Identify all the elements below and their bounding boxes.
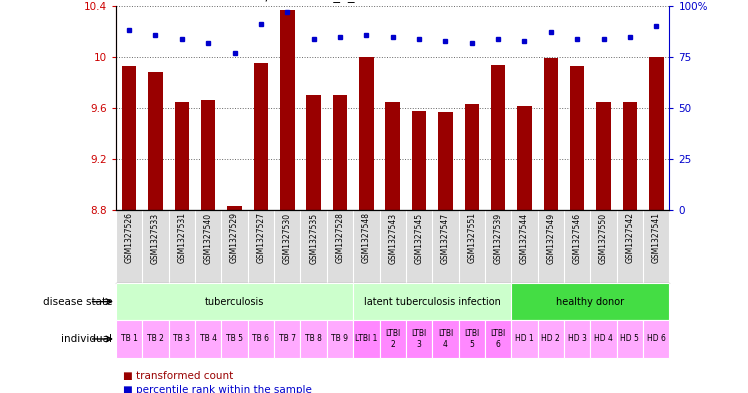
Bar — [142, 320, 168, 358]
Bar — [379, 320, 406, 358]
Bar — [227, 206, 242, 210]
Text: GSM1327540: GSM1327540 — [203, 213, 212, 264]
Text: healthy donor: healthy donor — [557, 297, 625, 307]
Bar — [485, 320, 512, 358]
Text: HD 4: HD 4 — [594, 334, 613, 343]
Text: GSM1327546: GSM1327546 — [573, 213, 582, 264]
Text: LTBI
2: LTBI 2 — [385, 329, 400, 349]
Text: tuberculosis: tuberculosis — [205, 297, 264, 307]
Bar — [201, 101, 215, 210]
Text: latent tuberculosis infection: latent tuberculosis infection — [364, 297, 500, 307]
Bar — [538, 320, 564, 358]
Text: HD 6: HD 6 — [647, 334, 666, 343]
Text: GSM1327526: GSM1327526 — [125, 213, 134, 263]
Bar — [512, 283, 669, 320]
Text: GSM1327551: GSM1327551 — [468, 213, 476, 263]
Bar — [116, 283, 353, 320]
Bar — [438, 112, 453, 210]
Bar — [570, 66, 584, 210]
Text: TB 4: TB 4 — [200, 334, 217, 343]
Bar — [517, 106, 532, 210]
Text: individual: individual — [61, 334, 112, 344]
Bar — [459, 320, 485, 358]
Text: HD 2: HD 2 — [542, 334, 560, 343]
Text: GSM1327527: GSM1327527 — [257, 213, 266, 263]
Text: TB 2: TB 2 — [147, 334, 164, 343]
Bar — [643, 320, 669, 358]
Text: HD 3: HD 3 — [568, 334, 586, 343]
Text: TB 8: TB 8 — [305, 334, 322, 343]
Bar — [307, 95, 321, 210]
Bar — [168, 320, 195, 358]
Text: GSM1327539: GSM1327539 — [494, 213, 503, 264]
Bar — [622, 102, 637, 210]
Text: ■ transformed count: ■ transformed count — [123, 371, 233, 381]
Bar — [353, 320, 379, 358]
Bar — [385, 102, 400, 210]
Bar — [412, 111, 426, 210]
Bar — [195, 320, 221, 358]
Text: ■ percentile rank within the sample: ■ percentile rank within the sample — [123, 385, 313, 393]
Text: GSM1327548: GSM1327548 — [362, 213, 371, 263]
Text: LTBI
3: LTBI 3 — [411, 329, 426, 349]
Bar — [274, 320, 301, 358]
Text: LTBI 1: LTBI 1 — [355, 334, 378, 343]
Text: GSM1327545: GSM1327545 — [414, 213, 423, 264]
Bar — [333, 95, 347, 210]
Text: TB 9: TB 9 — [331, 334, 349, 343]
Text: GSM1327542: GSM1327542 — [625, 213, 634, 263]
Text: GSM1327544: GSM1327544 — [520, 213, 529, 264]
Bar — [590, 320, 617, 358]
Bar — [359, 57, 373, 210]
Text: LTBI
4: LTBI 4 — [438, 329, 453, 349]
Text: GSM1327530: GSM1327530 — [283, 213, 292, 264]
Text: TB 7: TB 7 — [279, 334, 295, 343]
Bar — [174, 102, 189, 210]
Bar — [512, 320, 538, 358]
Text: TB 5: TB 5 — [226, 334, 243, 343]
Bar — [122, 66, 136, 210]
Bar — [116, 320, 142, 358]
Text: GSM1327533: GSM1327533 — [151, 213, 160, 264]
Bar — [221, 320, 248, 358]
Text: GSM1327535: GSM1327535 — [309, 213, 318, 264]
Text: LTBI
6: LTBI 6 — [491, 329, 506, 349]
Bar — [280, 10, 295, 210]
Text: GSM1327543: GSM1327543 — [388, 213, 397, 264]
Bar — [649, 57, 663, 210]
Text: TB 6: TB 6 — [252, 334, 269, 343]
Text: LTBI
5: LTBI 5 — [465, 329, 479, 349]
Bar — [327, 320, 353, 358]
Text: GSM1327531: GSM1327531 — [177, 213, 186, 263]
Text: GDS4966 / 1558028_x_at: GDS4966 / 1558028_x_at — [199, 0, 368, 2]
Text: GSM1327550: GSM1327550 — [599, 213, 608, 264]
Bar — [254, 63, 268, 210]
Text: GSM1327528: GSM1327528 — [336, 213, 345, 263]
Text: HD 1: HD 1 — [515, 334, 534, 343]
Bar — [465, 104, 479, 210]
Text: GSM1327529: GSM1327529 — [230, 213, 239, 263]
Bar — [544, 58, 558, 210]
Text: GSM1327547: GSM1327547 — [441, 213, 450, 264]
Text: TB 3: TB 3 — [174, 334, 190, 343]
Bar — [596, 102, 611, 210]
Text: HD 5: HD 5 — [621, 334, 640, 343]
Bar — [617, 320, 643, 358]
Text: disease state: disease state — [43, 297, 112, 307]
Bar — [301, 320, 327, 358]
Bar — [353, 283, 512, 320]
Text: GSM1327549: GSM1327549 — [546, 213, 555, 264]
Text: TB 1: TB 1 — [120, 334, 138, 343]
Text: GSM1327541: GSM1327541 — [652, 213, 660, 263]
Bar — [491, 65, 506, 210]
Bar — [248, 320, 274, 358]
Bar — [406, 320, 432, 358]
Bar — [148, 72, 163, 210]
Bar — [432, 320, 459, 358]
Bar — [564, 320, 590, 358]
